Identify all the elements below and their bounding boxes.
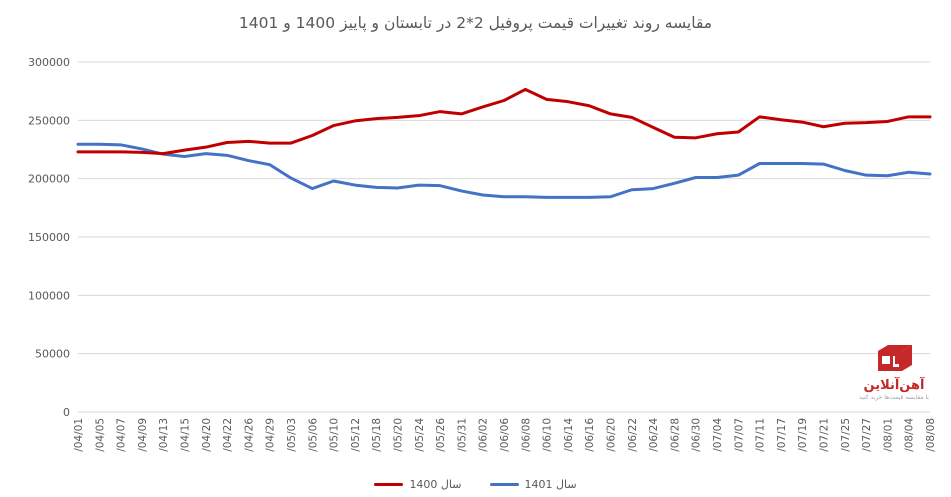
x-tick-label: /07/07: [733, 418, 745, 452]
legend-swatch-1401-icon: [489, 483, 519, 486]
x-tick-label: /05/31: [456, 418, 468, 452]
x-tick-label: /04/20: [201, 418, 213, 452]
x-tick-label: /06/24: [648, 418, 660, 452]
x-tick-label: /04/15: [180, 418, 192, 452]
x-tick-label: /06/28: [669, 418, 681, 452]
x-tick-label: /04/26: [243, 418, 255, 452]
y-tick-label: 100000: [28, 289, 70, 302]
x-tick-label: /06/10: [542, 418, 554, 452]
x-tick-label: /04/22: [222, 418, 234, 452]
x-tick-label: /04/01: [73, 418, 85, 452]
x-tick-label: /07/25: [840, 418, 852, 452]
x-tick-label: /04/13: [158, 418, 170, 452]
x-tick-label: /04/05: [94, 418, 106, 452]
x-tick-label: /05/10: [329, 418, 341, 452]
x-tick-label: /04/09: [137, 418, 149, 452]
x-tick-label: /06/16: [584, 418, 596, 452]
y-tick-label: 150000: [28, 231, 70, 244]
chart-legend: سال 1400 سال 1401: [0, 478, 951, 491]
series-line-1401: [76, 142, 932, 199]
ahan-online-box-icon: [878, 344, 912, 371]
x-tick-label: /04/29: [265, 418, 277, 452]
x-tick-label: /07/17: [776, 418, 788, 452]
x-tick-label: /05/26: [435, 418, 447, 452]
legend-item-1400: سال 1400: [374, 478, 462, 491]
x-tick-label: /05/03: [286, 418, 298, 452]
x-tick-label: /06/08: [520, 418, 532, 452]
x-tick-label: /07/04: [712, 418, 724, 452]
x-tick-label: /06/30: [691, 418, 703, 452]
x-tick-label: /08/01: [882, 418, 894, 452]
x-tick-label: /06/02: [478, 418, 490, 452]
chart-title: مقایسه روند تغییرات قیمت پروفیل 2*2 در ت…: [238, 14, 713, 32]
ahan-online-logo: آهن‌آنلاین با مقایسه قیمت‌ها خرید کنید: [851, 343, 937, 401]
x-tick-label: /06/06: [499, 418, 511, 452]
legend-label-1401: سال 1401: [524, 478, 577, 491]
legend-swatch-1400-icon: [374, 483, 404, 486]
x-tick-label: /05/18: [371, 418, 383, 452]
x-tick-label: /05/12: [350, 418, 362, 452]
x-tick-label: /06/14: [563, 418, 575, 452]
y-tick-label: 200000: [28, 173, 70, 186]
legend-label-1400: سال 1400: [409, 478, 462, 491]
x-tick-label: /06/20: [606, 418, 618, 452]
series-line-1400: [76, 87, 932, 156]
x-tick-label: /05/20: [393, 418, 405, 452]
y-tick-label: 0: [63, 406, 70, 419]
y-tick-label: 50000: [35, 348, 70, 361]
logo-tagline: با مقایسه قیمت‌ها خرید کنید: [859, 394, 929, 401]
x-tick-label: /07/27: [861, 418, 873, 452]
y-tick-label: 250000: [28, 114, 70, 127]
logo-name: آهن‌آنلاین: [863, 377, 925, 393]
x-tick-label: /07/21: [819, 418, 831, 452]
x-tick-label: /05/24: [414, 418, 426, 452]
x-tick-label: /08/08: [925, 418, 937, 452]
line-chart-canvas: 0 50000 100000 150000 200000 250000 300000/04/…: [28, 56, 937, 452]
y-tick-label: 300000: [28, 56, 70, 69]
legend-item-1401: سال 1401: [489, 478, 577, 491]
x-tick-label: /07/19: [797, 418, 809, 452]
x-tick-label: /04/07: [116, 418, 128, 452]
x-tick-label: /06/22: [627, 418, 639, 452]
x-tick-label: /07/11: [755, 418, 767, 452]
x-tick-label: /05/06: [307, 418, 319, 452]
x-tick-label: /08/04: [904, 418, 916, 452]
